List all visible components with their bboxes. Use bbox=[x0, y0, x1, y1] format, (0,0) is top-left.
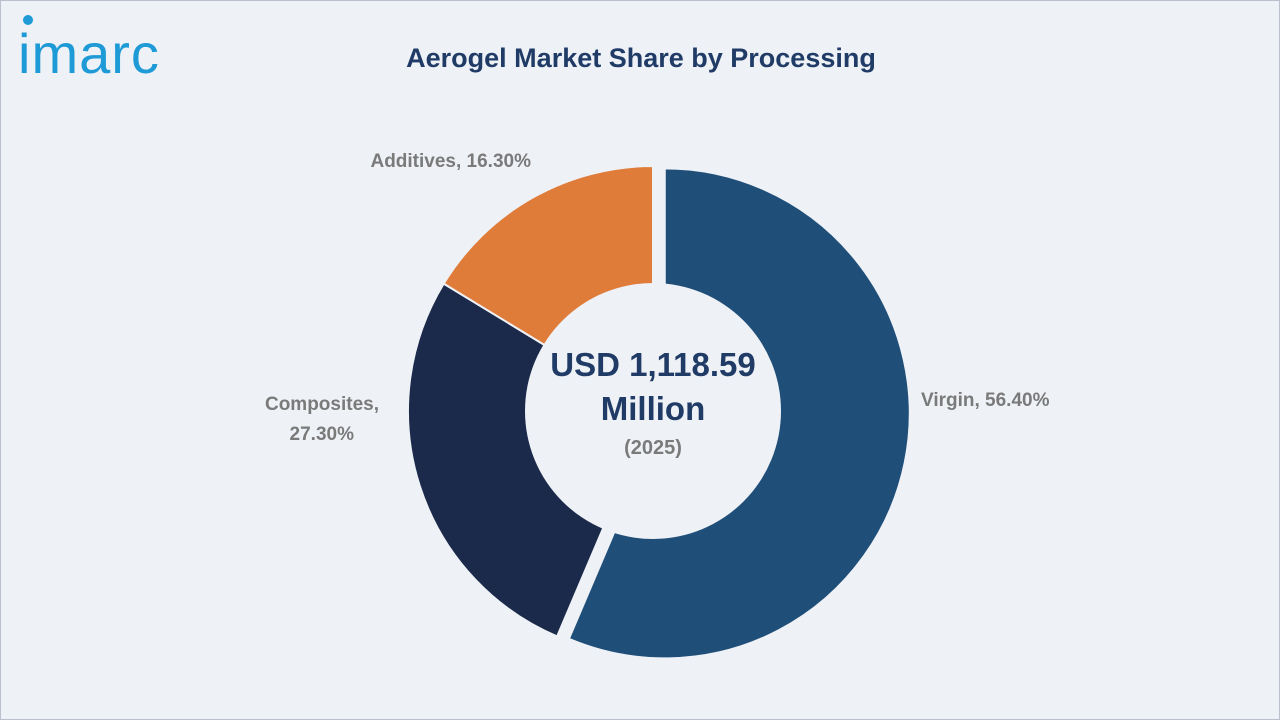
imarc-logo: imarc bbox=[18, 15, 206, 85]
imarc-logo-mark: imarc bbox=[18, 15, 160, 85]
center-value: USD 1,118.59 bbox=[550, 346, 755, 383]
center-year: (2025) bbox=[624, 437, 682, 459]
center-unit: Million bbox=[601, 390, 705, 427]
label-additives: Additives, 16.30% bbox=[370, 151, 531, 172]
logo-text: imarc bbox=[21, 22, 160, 85]
label-virgin: Virgin, 56.40% bbox=[921, 390, 1050, 411]
chart-title: Aerogel Market Share by Processing bbox=[406, 43, 876, 73]
donut-hole bbox=[525, 283, 781, 539]
logo-dot bbox=[23, 15, 33, 25]
label-composites-name: Composites, bbox=[265, 394, 379, 415]
slice-composites bbox=[407, 282, 655, 638]
label-composites-value: 27.30% bbox=[290, 424, 355, 445]
